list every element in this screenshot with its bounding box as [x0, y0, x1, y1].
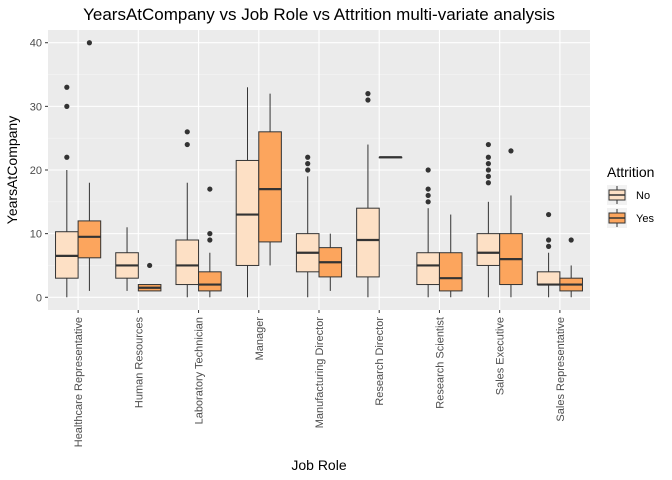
outlier-point	[64, 84, 70, 90]
x-tick-label: Research Scientist	[434, 317, 446, 409]
x-tick-label: Healthcare Representative	[73, 317, 85, 447]
box-yes-5	[378, 156, 403, 159]
box-yes-7	[499, 148, 523, 298]
legend-title: Attrition	[607, 164, 654, 180]
outlier-point	[365, 91, 371, 97]
x-tick-label: Manufacturing Director	[314, 317, 326, 429]
box-rect	[416, 252, 440, 286]
box-yes-6	[438, 214, 463, 298]
y-tick-label: 0	[36, 292, 42, 304]
outlier-point	[207, 231, 213, 237]
box-rect	[356, 207, 380, 278]
chart-title: YearsAtCompany vs Job Role vs Attrition …	[83, 5, 555, 24]
outlier-point	[86, 40, 93, 46]
x-tick-label: Human Resources	[133, 317, 145, 409]
x-axis-title: Job Role	[291, 457, 346, 473]
outlier-point	[485, 173, 491, 179]
outlier-point	[485, 167, 491, 173]
outlier-point	[425, 199, 431, 205]
y-axis: 0 10 20 30 40	[30, 38, 48, 304]
outlier-point	[305, 167, 311, 173]
x-tick-label: Laboratory Technician	[194, 317, 206, 424]
box-yes-1	[137, 262, 162, 292]
outlier-point	[305, 161, 311, 167]
y-tick-label: 20	[30, 165, 42, 177]
outlier-point	[184, 129, 190, 135]
box-yes-3	[258, 93, 282, 266]
outlier-point	[207, 237, 213, 243]
box-no-5	[356, 91, 380, 298]
box-yes-4	[318, 233, 343, 291]
box-no-4	[295, 154, 320, 298]
box-yes-0	[77, 40, 102, 291]
box-rect	[258, 131, 282, 243]
x-tick-label: Research Director	[374, 317, 386, 406]
box-rect	[175, 239, 200, 286]
x-tick-label: Sales Representative	[555, 317, 567, 422]
outlier-point	[568, 237, 574, 243]
box-no-8	[536, 211, 561, 298]
outlier-point	[365, 97, 371, 103]
outlier-point	[485, 161, 491, 167]
outlier-point	[425, 167, 431, 173]
outlier-point	[64, 103, 70, 109]
y-tick-label: 10	[30, 229, 42, 241]
outlier-point	[545, 237, 552, 243]
outlier-point	[485, 141, 491, 148]
outlier-point	[485, 180, 491, 186]
outlier-point	[545, 211, 552, 218]
box-rect	[77, 220, 102, 259]
legend-label-no: No	[636, 190, 650, 202]
y-tick-label: 30	[30, 101, 42, 113]
box-no-2	[175, 129, 200, 298]
outlier-point	[508, 148, 514, 154]
box-rect	[476, 233, 501, 266]
outlier-point	[305, 154, 311, 160]
outlier-point	[425, 186, 431, 192]
box-yes-2	[198, 186, 222, 298]
y-axis-title: YearsAtCompany	[4, 116, 20, 224]
box-no-1	[115, 227, 139, 291]
outlier-point	[184, 141, 190, 148]
outlier-point	[207, 186, 213, 192]
outlier-point	[147, 262, 153, 269]
x-axis: Healthcare Representative Human Resources…	[73, 310, 567, 447]
y-tick-label: 40	[30, 38, 42, 50]
x-tick-label: Sales Executive	[495, 317, 507, 395]
x-tick-label: Manager	[254, 317, 266, 361]
box-rect	[536, 271, 561, 286]
outlier-point	[425, 192, 431, 199]
boxes	[55, 40, 583, 298]
outlier-point	[545, 243, 552, 249]
box-rect	[198, 271, 222, 292]
legend-label-yes: Yes	[636, 213, 654, 225]
box-yes-8	[559, 237, 583, 298]
legend: Attrition No Yes	[607, 164, 654, 228]
outlier-point	[64, 154, 70, 160]
outlier-point	[485, 154, 491, 160]
box-rect	[438, 252, 463, 292]
box-rect	[235, 159, 260, 266]
